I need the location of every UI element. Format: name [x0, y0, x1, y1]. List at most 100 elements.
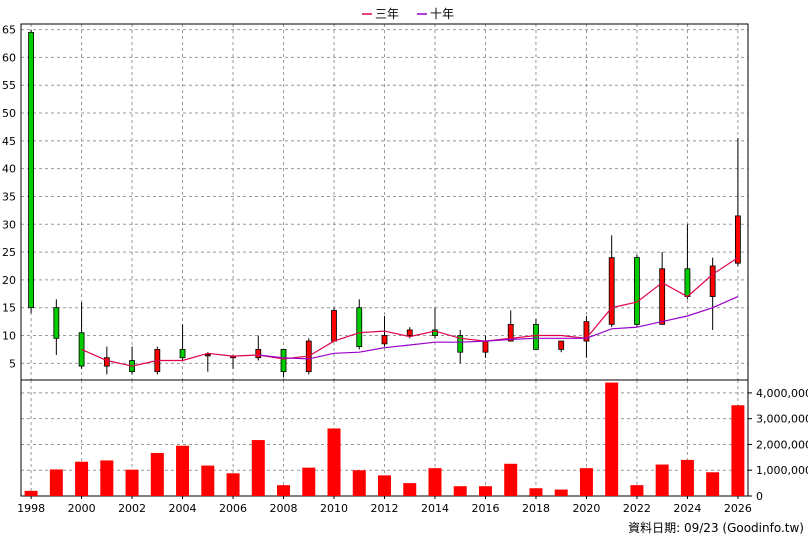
- moving-average-lines: [81, 257, 739, 367]
- candle-body: [381, 335, 388, 345]
- candle-body: [406, 329, 413, 336]
- x-tick-label: 2008: [270, 502, 298, 515]
- candle-body: [103, 357, 110, 367]
- volume-bar: [428, 468, 442, 496]
- volume-bar: [378, 475, 391, 496]
- price-tick-label: 50: [2, 107, 16, 120]
- volume-tick-label: 2,000,000: [756, 438, 808, 451]
- x-tick-label: 2018: [522, 502, 550, 515]
- volume-bar: [150, 452, 164, 496]
- candle-body: [709, 265, 716, 297]
- candle-body: [204, 354, 211, 357]
- candle-body: [53, 307, 60, 339]
- candle-body: [280, 349, 287, 373]
- volume-bar: [478, 486, 492, 496]
- x-tick-label: 2016: [471, 502, 499, 515]
- volume-bar: [277, 485, 291, 496]
- legend-label-1: 十年: [430, 7, 454, 21]
- candle-body: [356, 307, 363, 348]
- volume-bar: [731, 405, 745, 496]
- volume-bar: [226, 473, 240, 496]
- price-tick-label: 40: [2, 163, 16, 176]
- price-tick-label: 45: [2, 135, 16, 148]
- data-source-label: 資料日期: 09/23 (Goodinfo.tw): [628, 521, 804, 535]
- price-tick-label: 65: [2, 24, 16, 37]
- volume-bar: [125, 469, 139, 496]
- ma-line-1: [258, 296, 739, 360]
- x-tick-label: 2002: [118, 502, 146, 515]
- volume-bar: [251, 440, 265, 496]
- volume-bar: [453, 486, 467, 496]
- ma-line-0: [81, 257, 739, 367]
- volume-bar: [49, 469, 63, 496]
- legend-label-0: 三年: [375, 7, 399, 21]
- volume-bar: [352, 470, 366, 496]
- candle-body: [507, 323, 514, 342]
- volume-bar: [201, 465, 215, 496]
- candle-body: [28, 31, 34, 309]
- price-tick-label: 10: [2, 330, 16, 343]
- candle-body: [533, 323, 539, 350]
- volume-bar: [605, 382, 619, 496]
- x-tick-label: 2000: [68, 502, 96, 515]
- volume-bar: [655, 464, 669, 496]
- volume-bar: [403, 483, 417, 496]
- candle-body: [558, 340, 565, 350]
- candle-body: [735, 215, 741, 264]
- volume-tick-label: 1,000,000: [756, 464, 808, 477]
- candle-body: [583, 321, 590, 342]
- x-tick-label: 1998: [17, 502, 45, 515]
- candle-body: [432, 329, 438, 336]
- x-tick-label: 2026: [724, 502, 752, 515]
- x-tick-label: 2004: [169, 502, 197, 515]
- candle-body: [179, 349, 186, 359]
- volume-bar: [554, 489, 568, 496]
- price-candles: [28, 29, 741, 378]
- price-tick-label: 35: [2, 190, 16, 203]
- candle-body: [659, 268, 666, 325]
- volume-bar: [100, 460, 114, 496]
- price-tick-label: 20: [2, 274, 16, 287]
- volume-bar: [302, 467, 316, 496]
- price-y-axis: 5 10 15 20 25 30 35 40 45 50 55 60 65: [2, 24, 16, 371]
- legend: 三年 十年: [362, 7, 454, 21]
- volume-bar: [630, 485, 644, 496]
- volume-bar: [529, 488, 543, 496]
- x-tick-label: 2022: [623, 502, 651, 515]
- price-tick-label: 5: [9, 357, 16, 370]
- candle-body: [331, 310, 337, 342]
- volume-bar: [504, 463, 518, 496]
- x-tick-label: 2020: [572, 502, 600, 515]
- volume-y-axis: 0 1,000,000 2,000,000 3,000,000 4,000,000: [756, 387, 808, 503]
- price-tick-label: 55: [2, 79, 16, 92]
- candle-body: [482, 340, 489, 353]
- volume-tick-label: 0: [756, 490, 763, 503]
- price-tick-label: 25: [2, 246, 16, 259]
- volume-bar: [579, 468, 593, 496]
- candle-body: [457, 335, 464, 353]
- x-tick-label: 2014: [421, 502, 449, 515]
- price-tick-label: 60: [2, 51, 16, 64]
- volume-bar: [327, 428, 341, 496]
- price-tick-label: 30: [2, 218, 16, 231]
- candle-body: [78, 332, 85, 367]
- candle-body: [608, 257, 615, 325]
- price-tick-label: 15: [2, 302, 16, 315]
- volume-bar: [706, 472, 720, 496]
- x-tick-label: 2010: [320, 502, 348, 515]
- volume-bar: [680, 459, 694, 496]
- candle-body: [255, 349, 262, 359]
- volume-bar: [176, 445, 190, 496]
- volume-tick-label: 3,000,000: [756, 413, 808, 426]
- candle-body: [684, 268, 691, 297]
- x-axis: 1998 2000 2002 2004 2006 2008 2010 2012 2014 2016…: [17, 496, 752, 515]
- volume-bars: [24, 382, 745, 496]
- candle-body: [634, 257, 640, 325]
- volume-bar: [75, 461, 89, 496]
- volume-bar: [24, 490, 38, 496]
- x-tick-label: 2006: [219, 502, 247, 515]
- x-tick-label: 2012: [371, 502, 399, 515]
- volume-tick-label: 4,000,000: [756, 387, 808, 400]
